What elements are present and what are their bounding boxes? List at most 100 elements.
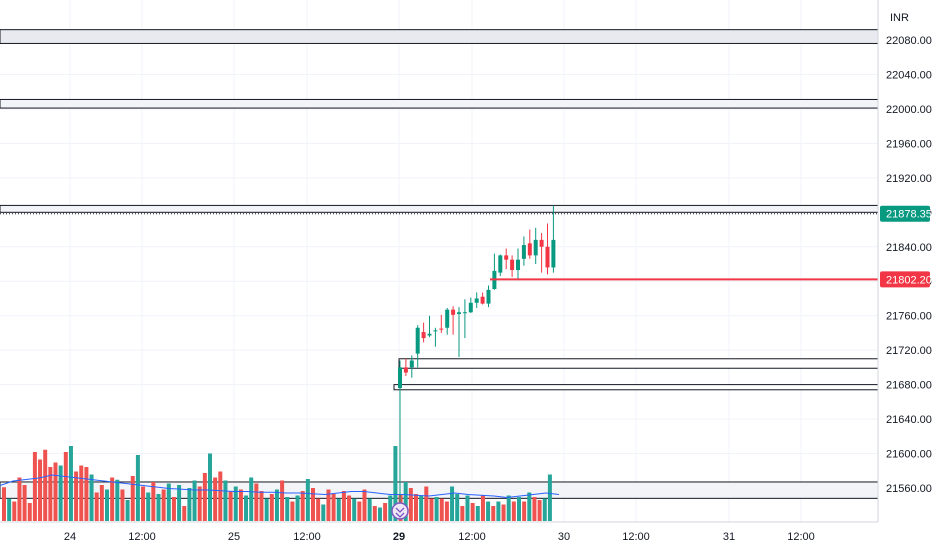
volume-bar (506, 495, 511, 521)
volume-bar (460, 506, 465, 521)
candle-body (474, 298, 479, 303)
volume-bar (429, 498, 434, 521)
volume-bar (171, 497, 176, 521)
candle-body (403, 367, 408, 373)
candle-body (409, 360, 414, 368)
volume-bar (208, 453, 212, 521)
candle-body (427, 333, 432, 336)
zone-rect[interactable] (0, 204, 879, 213)
volume-bar (99, 485, 104, 521)
volume-bar (486, 501, 491, 521)
volume-bar (290, 501, 295, 521)
price-tick-label: 22000.00 (886, 104, 932, 116)
volume-bar (223, 480, 228, 521)
candle-body (421, 332, 426, 339)
candle-body (539, 239, 544, 247)
volume-bar (295, 495, 300, 521)
volume-bar (341, 491, 346, 521)
price-tags: 21878.35 21802.20 (880, 205, 932, 288)
price-tag-label: 21802.20 (886, 274, 932, 286)
candle-body (527, 243, 532, 256)
volume-bar (367, 498, 372, 521)
candle-body (433, 330, 438, 332)
volume-bar (166, 483, 171, 521)
volume-bar (202, 473, 207, 521)
volume-bar (12, 501, 17, 521)
volume-bar (450, 486, 455, 521)
volume-bar (393, 446, 398, 521)
volume-bar (7, 498, 12, 521)
zone-rectangles (0, 29, 879, 499)
zone-rect[interactable] (0, 98, 879, 109)
volume-bar (38, 459, 43, 521)
volume-bars (2, 446, 552, 521)
volume-bar (300, 491, 305, 521)
volume-bar (79, 465, 84, 521)
price-tag-bg (880, 271, 930, 288)
volume-bar (336, 498, 341, 521)
zone-rect[interactable] (0, 29, 879, 44)
volume-bar (233, 486, 238, 521)
volume-bar (326, 489, 331, 521)
volume-bar (68, 446, 73, 521)
volume-bar (403, 482, 408, 521)
candle-body (462, 312, 467, 314)
volume-bar (280, 480, 285, 521)
time-axis-ticks[interactable]: 24 12:00 25 12:00 29 12:00 30 12:00 31 12:00 (64, 531, 815, 543)
candle-body (551, 239, 556, 268)
volume-bar (331, 494, 336, 521)
volume-bar (496, 501, 501, 521)
zone-rect[interactable] (398, 358, 879, 369)
zone-rect[interactable] (393, 384, 879, 391)
volume-bar (357, 501, 362, 521)
price-tick-label: 21640.00 (886, 414, 932, 426)
candle-body (510, 259, 515, 271)
volume-bar (511, 501, 516, 521)
volume-bar (362, 489, 367, 521)
time-tick-label: 12:00 (458, 531, 486, 543)
volume-bar (444, 501, 449, 521)
time-tick-label: 12:00 (787, 531, 815, 543)
time-tick-label: 25 (228, 531, 240, 543)
volume-bar (465, 495, 470, 521)
candle-body (457, 312, 461, 314)
volume-bar (285, 497, 290, 521)
volume-bar (372, 506, 377, 521)
price-tick-label: 21760.00 (886, 311, 932, 323)
event-marker-icon[interactable] (391, 502, 409, 520)
time-tick-label: 31 (723, 531, 735, 543)
volume-bar (120, 489, 125, 521)
price-tick-label: 21600.00 (886, 449, 932, 461)
volume-bar (316, 498, 321, 521)
price-axis-ticks[interactable]: 22080.00 22040.00 22000.00 21960.00 21920.00… (886, 35, 932, 495)
volume-ma-line (0, 474, 560, 499)
candle-body (521, 245, 526, 259)
volume-bar (434, 497, 439, 521)
volume-bar (213, 477, 218, 521)
volume-bar (321, 504, 326, 521)
volume-bar (238, 489, 243, 521)
volume-bar (156, 494, 161, 521)
volume-bar (53, 462, 58, 521)
volume-bar (347, 495, 352, 521)
candle-body (486, 289, 491, 304)
chart-markers (0, 213, 878, 520)
volume-bar (105, 489, 109, 521)
volume-bar (43, 449, 48, 521)
volume-bar (130, 476, 135, 521)
time-tick-label: 24 (64, 531, 76, 543)
event-marker-chevron-icon (395, 507, 405, 518)
volume-ma-path (0, 474, 560, 499)
volume-bar (151, 482, 156, 521)
candlesticks (398, 205, 556, 520)
volume-bar (491, 506, 496, 521)
price-tick-label: 22080.00 (886, 35, 932, 47)
price-tick-label: 21680.00 (886, 380, 932, 392)
chart-grid (0, 0, 878, 522)
volume-bar (187, 488, 192, 521)
time-tick-label: 12:00 (622, 531, 650, 543)
volume-bar (419, 495, 424, 521)
price-tag-label: 21878.35 (886, 209, 932, 221)
volume-bar (522, 501, 527, 521)
